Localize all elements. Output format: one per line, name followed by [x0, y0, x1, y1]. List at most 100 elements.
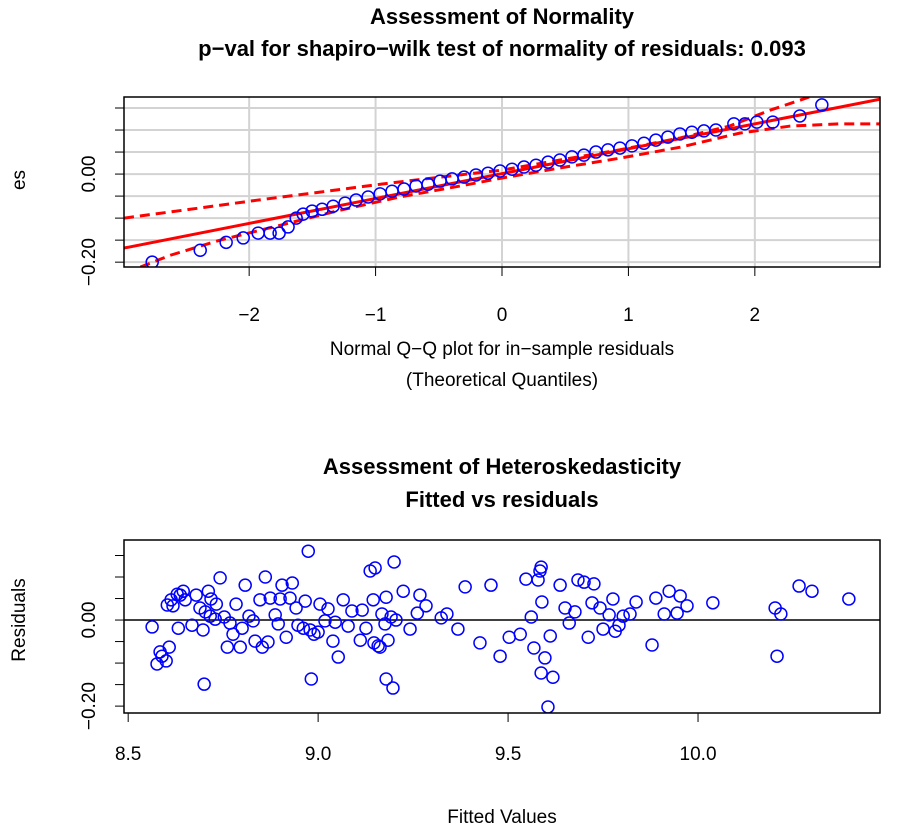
point — [289, 211, 303, 225]
point — [535, 595, 549, 609]
point — [792, 579, 806, 593]
point — [336, 593, 350, 607]
chart-title: Assessment of Normality — [370, 4, 635, 29]
point — [305, 204, 319, 218]
point — [571, 573, 585, 587]
point — [568, 605, 582, 619]
point — [235, 621, 249, 635]
x-tick-label: 10.0 — [680, 744, 717, 765]
point — [379, 672, 393, 686]
point — [263, 226, 277, 240]
chart-subtitle: p−val for shapiro−wilk test of normality… — [198, 36, 806, 61]
y-axis-label: es — [9, 170, 30, 190]
point — [326, 199, 340, 213]
point — [577, 575, 591, 589]
point — [386, 681, 400, 695]
point — [805, 584, 819, 598]
point — [413, 588, 427, 602]
point — [623, 607, 637, 621]
point — [303, 623, 317, 637]
point — [272, 226, 286, 240]
point — [766, 115, 780, 129]
y-axis-label: Residuals — [9, 578, 30, 661]
point — [661, 130, 675, 144]
point — [612, 618, 626, 632]
point — [253, 593, 267, 607]
point — [150, 657, 164, 671]
point — [345, 604, 359, 618]
point — [727, 117, 741, 131]
point — [355, 603, 369, 617]
point — [201, 584, 216, 598]
point — [649, 133, 663, 147]
y-tick-label: 0.00 — [79, 602, 100, 639]
point — [193, 243, 207, 258]
point — [159, 654, 173, 668]
point — [513, 627, 527, 641]
point — [353, 633, 368, 648]
point — [842, 592, 856, 606]
point — [629, 595, 643, 609]
point — [484, 578, 498, 592]
point — [268, 608, 282, 622]
point — [318, 614, 332, 628]
point — [553, 153, 567, 167]
point — [387, 555, 401, 569]
x-axis-label: Normal Q−Q plot for in−sample residuals — [330, 339, 674, 360]
point — [289, 601, 303, 615]
point — [381, 633, 395, 648]
point — [543, 629, 557, 643]
point — [562, 616, 576, 630]
x-axis-label: Fitted Values — [447, 807, 556, 828]
point — [176, 584, 191, 598]
point — [531, 573, 545, 587]
point — [519, 572, 533, 586]
point — [271, 617, 285, 631]
point — [410, 606, 425, 620]
point — [331, 650, 346, 664]
x-axis-label: (Theoretical Quantiles) — [406, 370, 598, 391]
point — [616, 609, 630, 623]
point — [473, 636, 487, 650]
chart-subtitle: Fitted vs residuals — [405, 487, 598, 512]
point — [587, 577, 601, 591]
point — [155, 649, 169, 663]
point — [493, 649, 507, 663]
point — [770, 649, 784, 663]
confidence-band — [124, 97, 810, 220]
point — [263, 591, 278, 605]
point — [421, 177, 435, 191]
x-tick-label: 0 — [497, 305, 508, 326]
point — [529, 158, 543, 173]
point — [375, 607, 389, 621]
point — [185, 618, 199, 632]
point — [458, 580, 472, 594]
point — [242, 609, 256, 623]
point — [403, 622, 417, 636]
point — [220, 640, 235, 654]
point — [298, 594, 312, 608]
point — [145, 620, 159, 634]
point — [313, 597, 327, 611]
point — [145, 255, 159, 267]
plot-area — [124, 97, 880, 267]
point — [173, 588, 187, 602]
point — [706, 596, 720, 610]
point — [793, 109, 807, 123]
point — [296, 207, 310, 221]
point — [197, 677, 211, 691]
point — [361, 190, 375, 204]
point — [166, 599, 180, 613]
point — [238, 578, 252, 592]
plot-frame — [123, 96, 881, 268]
point — [371, 639, 385, 653]
point — [229, 597, 243, 611]
point — [657, 607, 671, 621]
point — [440, 607, 454, 621]
point — [178, 593, 192, 607]
x-tick-label: 9.5 — [495, 744, 521, 765]
point — [396, 584, 410, 598]
chart-title: Assessment of Heteroskedasticity — [323, 454, 682, 479]
point — [379, 590, 393, 604]
